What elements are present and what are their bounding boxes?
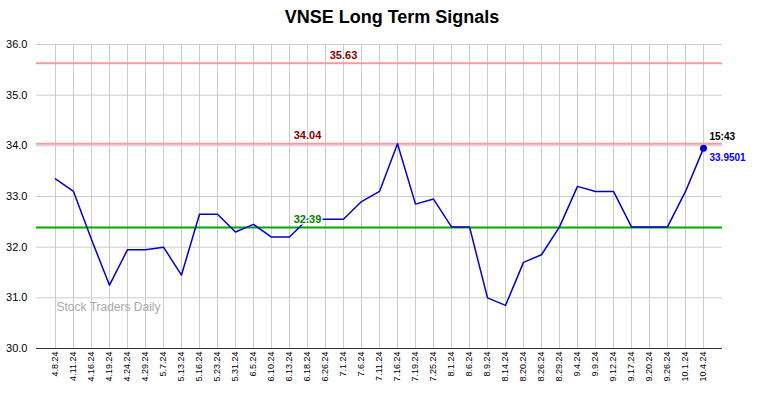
svg-text:5.13.24: 5.13.24 xyxy=(176,352,186,382)
svg-text:30.0: 30.0 xyxy=(6,342,27,354)
svg-text:15:43: 15:43 xyxy=(710,131,736,142)
svg-text:35.63: 35.63 xyxy=(330,49,358,61)
svg-text:6.26.24: 6.26.24 xyxy=(320,352,330,382)
svg-text:8.20.24: 8.20.24 xyxy=(518,352,528,382)
svg-text:5.16.24: 5.16.24 xyxy=(194,352,204,382)
svg-text:7.16.24: 7.16.24 xyxy=(392,352,402,382)
svg-text:4.24.24: 4.24.24 xyxy=(122,352,132,382)
svg-text:7.25.24: 7.25.24 xyxy=(428,352,438,382)
svg-text:31.0: 31.0 xyxy=(6,291,27,303)
svg-text:32.39: 32.39 xyxy=(294,213,322,225)
svg-text:6.18.24: 6.18.24 xyxy=(302,352,312,382)
svg-text:7.1.24: 7.1.24 xyxy=(338,352,348,377)
svg-text:10.4.24: 10.4.24 xyxy=(698,352,708,382)
svg-text:9.17.24: 9.17.24 xyxy=(626,352,636,382)
svg-text:6.13.24: 6.13.24 xyxy=(284,352,294,382)
svg-text:8.1.24: 8.1.24 xyxy=(446,352,456,377)
svg-text:4.11.24: 4.11.24 xyxy=(68,352,78,381)
svg-text:5.31.24: 5.31.24 xyxy=(230,352,240,382)
svg-text:9.12.24: 9.12.24 xyxy=(608,352,618,382)
svg-text:8.29.24: 8.29.24 xyxy=(554,352,564,382)
svg-text:35.0: 35.0 xyxy=(6,89,27,101)
svg-text:36.0: 36.0 xyxy=(6,38,27,50)
html-text:VNSE Long Term Signals: VNSE Long Term Signals xyxy=(284,7,500,27)
svg-text:7.11.24: 7.11.24 xyxy=(374,352,384,381)
svg-text:8.14.24: 8.14.24 xyxy=(500,352,510,382)
svg-text:6.10.24: 6.10.24 xyxy=(266,352,276,382)
svg-text:34.04: 34.04 xyxy=(294,129,322,141)
svg-text:7.6.24: 7.6.24 xyxy=(356,352,366,377)
svg-text:4.29.24: 4.29.24 xyxy=(140,352,150,382)
svg-text:9.26.24: 9.26.24 xyxy=(662,352,672,382)
svg-text:6.5.24: 6.5.24 xyxy=(248,352,258,377)
svg-text:8.6.24: 8.6.24 xyxy=(464,352,474,377)
svg-text:4.16.24: 4.16.24 xyxy=(86,352,96,382)
svg-text:8.9.24: 8.9.24 xyxy=(482,352,492,377)
svg-text:33.0: 33.0 xyxy=(6,190,27,202)
svg-text:5.23.24: 5.23.24 xyxy=(212,352,222,382)
svg-text:33.9501: 33.9501 xyxy=(710,152,747,163)
svg-text:9.9.24: 9.9.24 xyxy=(590,352,600,377)
svg-text:9.20.24: 9.20.24 xyxy=(644,352,654,382)
svg-text:10.1.24: 10.1.24 xyxy=(680,352,690,382)
svg-text:4.8.24: 4.8.24 xyxy=(50,352,60,377)
svg-text:8.26.24: 8.26.24 xyxy=(536,352,546,382)
svg-text:5.7.24: 5.7.24 xyxy=(158,352,168,377)
svg-text:34.0: 34.0 xyxy=(6,139,27,151)
svg-text:7.19.24: 7.19.24 xyxy=(410,352,420,382)
svg-text:Stock Traders Daily: Stock Traders Daily xyxy=(57,300,161,314)
svg-text:9.4.24: 9.4.24 xyxy=(572,352,582,377)
svg-text:32.0: 32.0 xyxy=(6,241,27,253)
svg-text:4.19.24: 4.19.24 xyxy=(104,352,114,382)
